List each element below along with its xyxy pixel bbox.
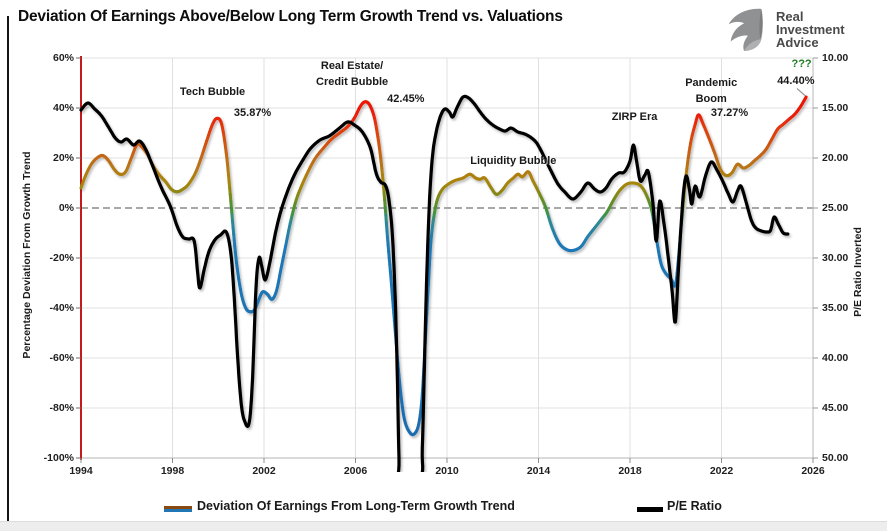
right-axis-title: P/E Ratio Inverted (852, 227, 864, 317)
pandemic-boom-value: 37.27% (710, 107, 749, 119)
card-border (7, 16, 9, 521)
real-estate-credit-bubble-value: 42.45% (387, 93, 425, 106)
footer-strip (0, 521, 887, 531)
axes (76, 56, 818, 463)
brand-text: Real Investment Advice (776, 10, 845, 49)
brand-line-3: Advice (776, 34, 819, 50)
x-axis-tick-label: 2022 (709, 465, 734, 477)
right-axis-tick-label: 15.00 (822, 102, 849, 114)
x-axis-tick-label: 1994 (69, 465, 93, 477)
eagle-logo-icon (728, 8, 763, 52)
left-axis-title: Percentage Deviation From Growth Trend (21, 151, 33, 359)
brand-logo: Real Investment Advice (722, 6, 845, 52)
tech-bubble-value: 35.87% (233, 107, 272, 119)
tech-bubble-label: Tech Bubble (179, 85, 246, 98)
current-value-label: 44.40% (777, 75, 815, 87)
liquidity-bubble-label: Liquidity Bubble (470, 154, 557, 167)
x-axis-tick-label: 2002 (252, 465, 276, 477)
pandemic-boom-label: Pandemic Boom (685, 76, 738, 105)
right-axis-tick-label: 45.00 (822, 402, 849, 414)
x-axis-tick-label: 2014 (526, 465, 551, 477)
left-axis-tick-label: -60% (49, 352, 74, 364)
zirp-era-label: ZIRP Era (611, 110, 658, 123)
legend-swatch-deviation (164, 506, 192, 512)
left-axis-tick-label: 40% (52, 102, 74, 114)
right-axis-tick-label: 10.00 (822, 52, 849, 64)
right-axis-tick-label: 50.00 (822, 452, 849, 464)
x-axis-tick-label: 1998 (160, 465, 185, 477)
real-estate-credit-bubble-label: Real Estate/Credit Bubble (316, 60, 389, 89)
right-axis-tick-label: 30.00 (822, 252, 849, 264)
brand-line-2: Investment (776, 21, 845, 37)
right-axis-tick-label: 25.00 (822, 202, 849, 214)
left-axis-tick-label: -40% (49, 302, 74, 314)
x-axis-tick-label: 2010 (435, 465, 459, 477)
annotation-leader-layer (796, 88, 806, 97)
legend-swatch-pe (637, 507, 663, 512)
left-axis-tick-label: 60% (52, 52, 74, 64)
right-axis-tick-label: 40.00 (822, 352, 849, 364)
page-title: Deviation Of Earnings Above/Below Long T… (18, 8, 563, 25)
x-axis-tick-label: 2026 (801, 465, 825, 477)
x-axis-tick-label: 2018 (618, 465, 642, 477)
brand-line-1: Real (776, 8, 804, 24)
left-axis-tick-label: 20% (52, 152, 74, 164)
right-axis-tick-label: 20.00 (822, 152, 849, 164)
legend-label-pe: P/E Ratio (667, 499, 722, 513)
right-axis-tick-label: 35.00 (822, 302, 849, 314)
left-axis-tick-label: 0% (58, 202, 74, 214)
legend-label-deviation: Deviation Of Earnings From Long-Term Gro… (197, 499, 515, 513)
x-axis-tick-label: 2006 (343, 465, 368, 477)
series-lines (79, 94, 808, 472)
left-axis-tick-label: -20% (49, 252, 74, 264)
left-axis-tick-label: -100% (43, 452, 74, 464)
left-axis-tick-label: -80% (49, 402, 74, 414)
question-marks-label: ??? (791, 58, 812, 71)
gridlines (80, 57, 814, 458)
